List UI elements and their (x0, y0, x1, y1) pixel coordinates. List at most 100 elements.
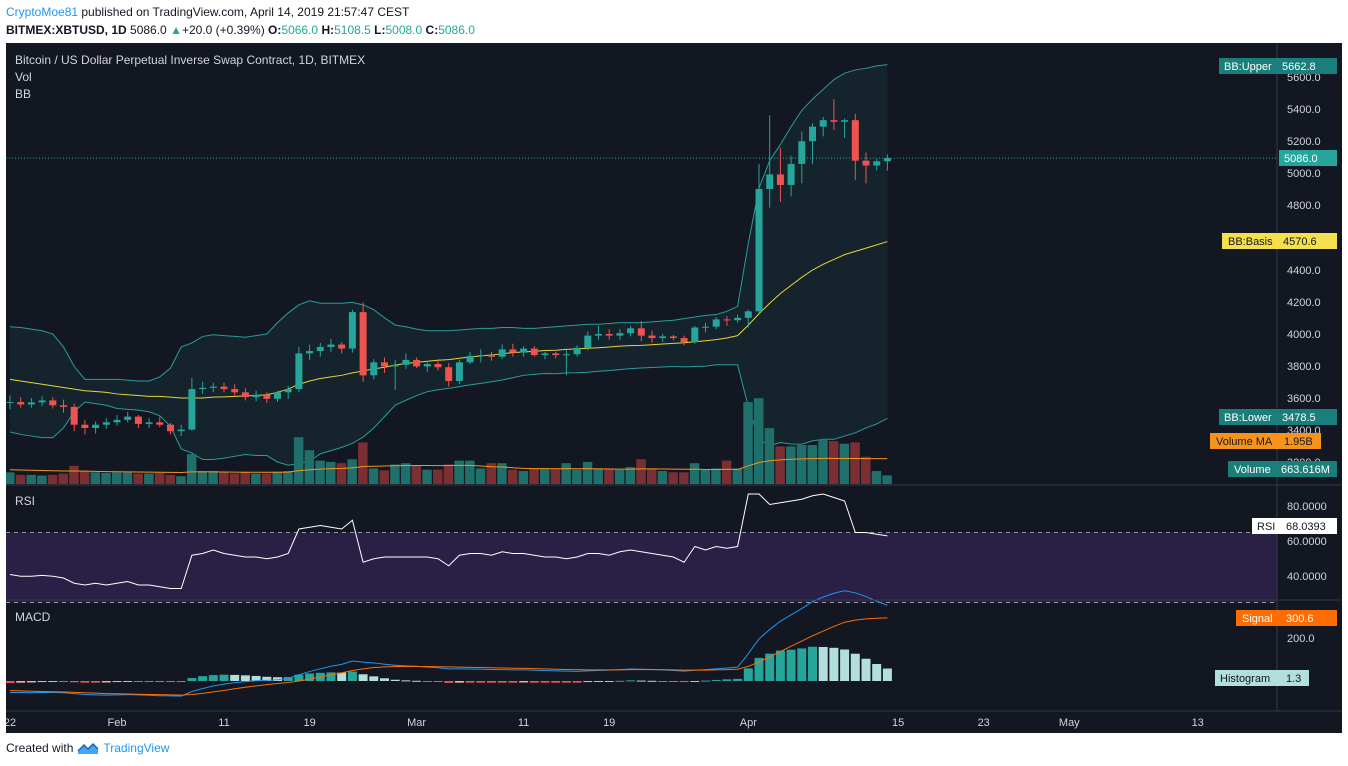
volume-ma-line (9, 457, 888, 474)
volume-tag-bg (1228, 461, 1337, 477)
candle-body (520, 348, 528, 353)
volume-bar (786, 446, 796, 484)
volume-bar (529, 468, 539, 484)
macd-pane-title[interactable]: MACD (15, 610, 51, 624)
bb-upper-line (9, 64, 888, 382)
volume-bar (754, 398, 764, 484)
volume-bar (433, 469, 443, 484)
macd-histogram-bar (540, 681, 550, 683)
author-link[interactable]: CryptoMoe81 (6, 5, 79, 19)
macd-histogram-bar (551, 681, 561, 683)
rsi-tag-bg (1252, 518, 1337, 534)
macd-histogram-bar (208, 675, 218, 681)
vol-indicator-label[interactable]: Vol (15, 70, 32, 84)
candle-body (27, 402, 35, 405)
rsi-pane-title[interactable]: RSI (15, 494, 35, 508)
volume-bar (122, 472, 133, 484)
macd-histogram-bar (390, 679, 400, 681)
volume-bar (764, 428, 775, 484)
volume-tag: Volume 663.616M (1228, 461, 1337, 477)
volume-bar (443, 464, 454, 484)
macd-histogram-bar (529, 681, 539, 683)
macd-histogram-bar (176, 681, 186, 683)
candle-body (573, 347, 581, 355)
volume-bar (37, 475, 47, 484)
macd-histogram-bar (818, 646, 828, 681)
macd-histogram-bar (690, 681, 700, 682)
candle-body (241, 392, 249, 398)
volume-bar (390, 464, 400, 484)
candle-body (595, 334, 602, 336)
volume-bar (465, 460, 475, 484)
volume-bar (882, 475, 892, 484)
rsi-tick: 40.0000 (1287, 571, 1327, 583)
volume-bar (144, 473, 154, 484)
chart-svg[interactable]: 22 Feb 11 19 Mar 11 19 Apr 15 23 May 13 Bitcoin / U… (4, 43, 1342, 733)
time-tick-label: Feb (108, 717, 127, 729)
volume-bar (711, 468, 721, 484)
volume-bar (293, 437, 304, 484)
rsi-line (9, 493, 888, 589)
bb-lower-tag-label: BB:Lower (1224, 412, 1272, 424)
candle-body (359, 312, 367, 376)
volume-bar (861, 456, 871, 484)
candles[interactable] (6, 99, 1277, 437)
macd-histogram-bar (743, 668, 753, 681)
volume-bar (700, 469, 710, 484)
price-tick: 4200.0 (1287, 297, 1321, 309)
volume-bar (5, 472, 15, 484)
low-value: 5008.0 (385, 23, 423, 37)
macd-histogram-bar (561, 681, 571, 683)
candle-body (423, 363, 431, 367)
bb-upper-tag-label: BB:Upper (1224, 61, 1272, 73)
macd-histogram-bar (487, 681, 496, 683)
macd-histogram-bar (37, 681, 47, 683)
open-label: O: (268, 23, 282, 37)
price-tick: 5400.0 (1287, 104, 1321, 116)
macd-histogram-bar (765, 653, 775, 681)
volume-bar (165, 474, 175, 484)
macd-line (10, 590, 888, 697)
candle-body (883, 158, 891, 162)
macd-histogram-bar (797, 648, 807, 681)
macd-tick: 200.0 (1287, 633, 1315, 645)
candle-body (316, 346, 324, 352)
volume-bar (411, 465, 422, 484)
macd-histogram-bar (91, 681, 101, 683)
candle-body (477, 355, 485, 357)
candle-body (391, 364, 399, 367)
time-tick-label: Apr (740, 717, 757, 729)
price-tag-value: 5086.0 (1284, 153, 1318, 165)
volume-bar (540, 468, 550, 484)
chart-area[interactable]: 22 Feb 11 19 Mar 11 19 Apr 15 23 May 13 Bitcoin / U… (4, 43, 1342, 733)
candle-body (209, 386, 217, 388)
volume-bar (604, 468, 614, 484)
macd-histogram-bar (326, 672, 336, 681)
candle-body (841, 120, 849, 122)
axes: 22 Feb 11 19 Mar 11 19 Apr 15 23 May 13 (4, 43, 1342, 729)
macd-histogram-bar (572, 681, 582, 683)
volume-bar (775, 446, 785, 484)
time-tick-label: 19 (603, 717, 615, 729)
histogram-tag-label: Histogram (1220, 673, 1270, 685)
volume-bar (657, 471, 668, 484)
candle-body (669, 336, 677, 339)
candle-body (156, 422, 164, 425)
candle-body (134, 416, 142, 424)
macd-histogram-bar (882, 668, 892, 681)
macd-histogram-bar (166, 681, 175, 683)
macd-histogram-bar (861, 658, 871, 681)
tradingview-link[interactable]: TradingView (103, 741, 170, 755)
candle-body (648, 335, 656, 339)
macd-histogram-bar (144, 681, 154, 682)
candle-body (498, 349, 506, 357)
candle-body (220, 386, 228, 390)
macd-histogram-bar (198, 676, 208, 681)
rsi-tag: RSI 68.0393 (1252, 518, 1337, 534)
bb-indicator-label[interactable]: BB (15, 87, 31, 101)
candle-body (541, 353, 549, 356)
candle-body (862, 160, 870, 166)
macd-histogram-bar (133, 681, 143, 682)
signal-tag: Signal 300.6 (1236, 610, 1337, 626)
volume-bar (26, 474, 36, 484)
